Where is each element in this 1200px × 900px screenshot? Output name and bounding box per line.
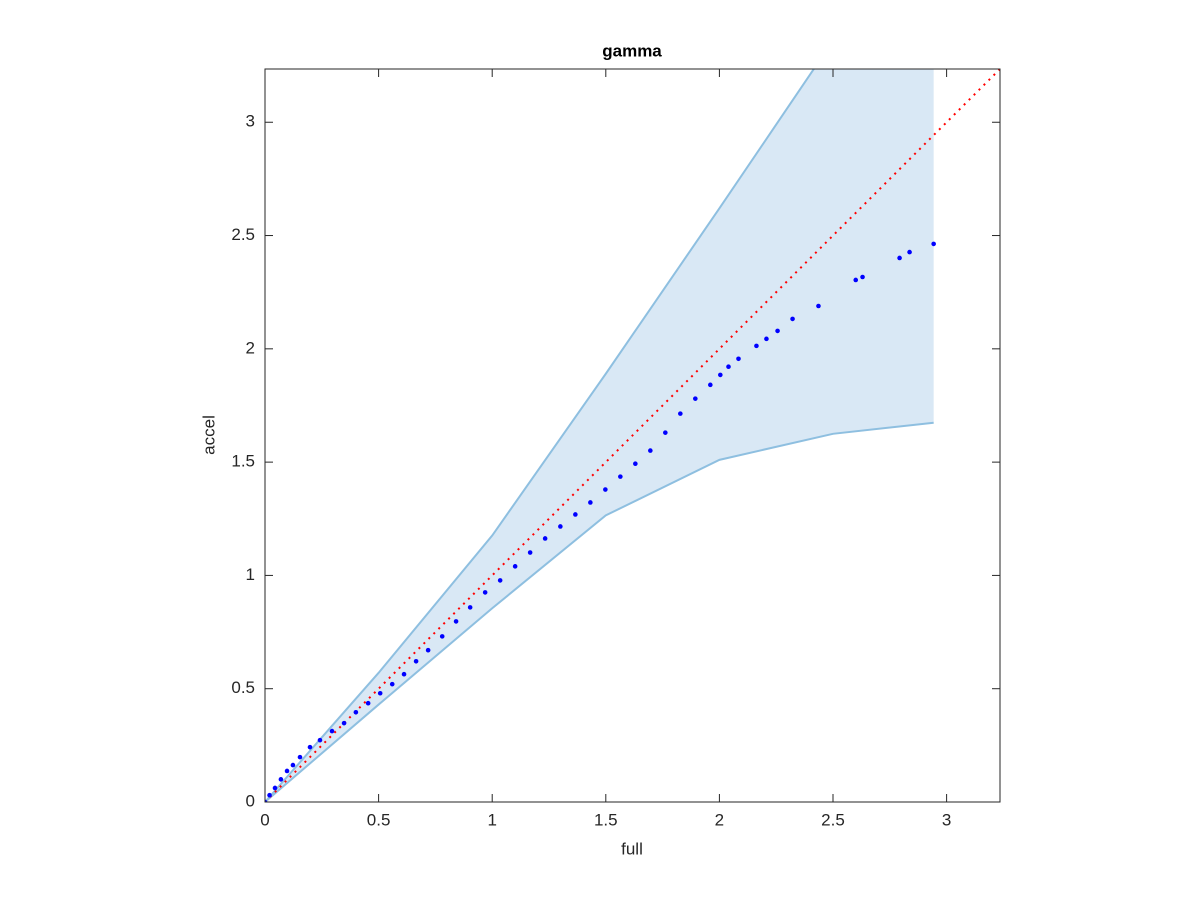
point [931,241,936,247]
point [307,744,313,750]
point [573,512,578,517]
point [853,277,859,283]
point [353,709,359,715]
x-tick-label: 0.5 [367,810,391,829]
point [297,754,303,760]
x-tick-label: 3 [942,810,951,829]
plot-area [265,69,1000,802]
y-tick-label: 2 [246,338,255,357]
point [267,792,272,798]
point [708,382,713,388]
chart-title: gamma [602,41,662,60]
point [907,249,912,255]
point [897,255,902,261]
point [467,605,473,610]
point [497,578,503,583]
point [603,487,608,492]
x-tick-label: 0 [260,810,269,829]
point [389,681,395,687]
y-tick-label: 0 [246,791,255,810]
point [482,590,488,595]
point [790,316,795,322]
point [558,524,563,529]
point [764,336,769,342]
point [341,720,347,726]
point [413,658,419,664]
y-tick-label: 1 [246,565,255,584]
point [693,396,698,401]
x-tick-label: 1.5 [594,810,618,829]
y-axis-label: accel [199,415,218,455]
band-lower-edge [265,421,934,802]
point [754,343,759,349]
x-tick-label: 2 [715,810,724,829]
point [290,762,296,768]
point [439,634,445,639]
point [278,777,284,782]
reference-line [265,69,1000,802]
y-tick-label: 0.5 [231,678,255,697]
x-axis-label: full [621,839,643,858]
point [718,372,723,378]
point [527,550,533,555]
point [284,768,290,774]
point [365,700,371,706]
point [401,671,407,677]
y-tick-label: 3 [246,112,255,131]
band-upper-edge [265,69,816,802]
y-tick-label: 2.5 [231,225,255,244]
point [816,303,821,309]
point [775,328,780,334]
point [663,430,668,435]
point [512,564,518,569]
point [726,364,731,370]
point [272,785,278,791]
axes-box [264,68,1001,803]
point [588,500,593,505]
point [453,619,459,624]
band-fill [265,69,934,802]
point [542,536,548,541]
point [317,737,323,743]
point [633,461,638,467]
point [329,728,335,734]
y-tick-label: 1.5 [231,452,255,471]
point [377,690,383,696]
point [265,799,268,802]
x-tick-label: 1 [487,810,496,829]
point [618,474,623,479]
x-tick-label: 2.5 [821,810,845,829]
point [860,274,865,280]
point [736,356,741,362]
point [425,647,431,653]
point [648,448,653,453]
point [678,411,683,416]
